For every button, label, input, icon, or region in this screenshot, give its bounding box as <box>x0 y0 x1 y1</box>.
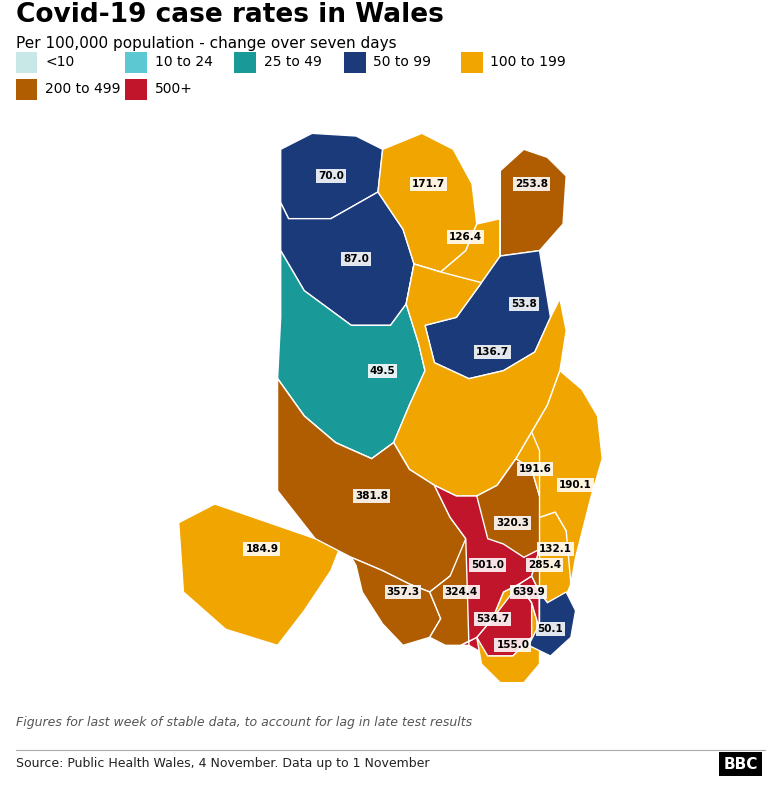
Text: 126.4: 126.4 <box>449 232 483 242</box>
Text: Covid-19 case rates in Wales: Covid-19 case rates in Wales <box>16 2 444 28</box>
Polygon shape <box>378 134 476 272</box>
Text: 171.7: 171.7 <box>412 179 444 189</box>
Text: 87.0: 87.0 <box>343 254 369 264</box>
FancyBboxPatch shape <box>125 52 147 73</box>
Text: 49.5: 49.5 <box>369 366 395 376</box>
Polygon shape <box>280 192 414 326</box>
Polygon shape <box>501 150 566 256</box>
Text: 184.9: 184.9 <box>245 544 278 554</box>
FancyBboxPatch shape <box>461 52 483 73</box>
Polygon shape <box>277 250 425 458</box>
Text: 50.1: 50.1 <box>537 624 563 634</box>
Text: 357.3: 357.3 <box>387 587 419 597</box>
Polygon shape <box>430 538 504 646</box>
Polygon shape <box>406 218 501 326</box>
Polygon shape <box>280 134 383 218</box>
Polygon shape <box>516 432 560 522</box>
Text: 190.1: 190.1 <box>559 480 592 490</box>
Polygon shape <box>179 378 409 646</box>
Polygon shape <box>532 370 602 584</box>
Polygon shape <box>529 592 576 656</box>
Polygon shape <box>532 522 571 630</box>
FancyBboxPatch shape <box>16 79 37 100</box>
Polygon shape <box>394 264 566 496</box>
FancyBboxPatch shape <box>344 52 366 73</box>
Polygon shape <box>476 584 540 682</box>
Polygon shape <box>476 458 547 558</box>
Text: 50 to 99: 50 to 99 <box>373 55 431 70</box>
Text: 285.4: 285.4 <box>528 560 561 570</box>
Text: 155.0: 155.0 <box>497 640 530 650</box>
Text: Source: Public Health Wales, 4 November. Data up to 1 November: Source: Public Health Wales, 4 November.… <box>16 757 429 770</box>
Text: BBC: BBC <box>723 757 758 772</box>
Text: <10: <10 <box>45 55 74 70</box>
Text: 253.8: 253.8 <box>515 179 548 189</box>
FancyBboxPatch shape <box>234 52 256 73</box>
Text: 534.7: 534.7 <box>476 614 509 624</box>
Polygon shape <box>540 512 576 602</box>
Text: 53.8: 53.8 <box>511 299 537 309</box>
Text: 136.7: 136.7 <box>476 347 509 357</box>
Text: 100 to 199: 100 to 199 <box>490 55 566 70</box>
Text: 70.0: 70.0 <box>318 171 344 181</box>
Text: 191.6: 191.6 <box>519 464 551 474</box>
Polygon shape <box>351 558 440 646</box>
Text: 501.0: 501.0 <box>471 560 505 570</box>
Text: 324.4: 324.4 <box>444 587 478 597</box>
Polygon shape <box>425 218 551 378</box>
Text: 381.8: 381.8 <box>355 491 388 501</box>
Text: 25 to 49: 25 to 49 <box>264 55 322 70</box>
Text: 639.9: 639.9 <box>512 587 545 597</box>
Polygon shape <box>519 576 540 630</box>
FancyBboxPatch shape <box>125 79 147 100</box>
Text: 200 to 499: 200 to 499 <box>45 82 121 97</box>
Polygon shape <box>461 584 532 656</box>
Text: 500+: 500+ <box>155 82 192 97</box>
Polygon shape <box>277 378 488 592</box>
Text: 10 to 24: 10 to 24 <box>155 55 212 70</box>
Text: Per 100,000 population - change over seven days: Per 100,000 population - change over sev… <box>16 36 396 51</box>
Polygon shape <box>434 458 547 646</box>
Text: Figures for last week of stable data, to account for lag in late test results: Figures for last week of stable data, to… <box>16 715 472 729</box>
Text: 320.3: 320.3 <box>497 518 530 528</box>
Text: 132.1: 132.1 <box>539 544 572 554</box>
FancyBboxPatch shape <box>16 52 37 73</box>
